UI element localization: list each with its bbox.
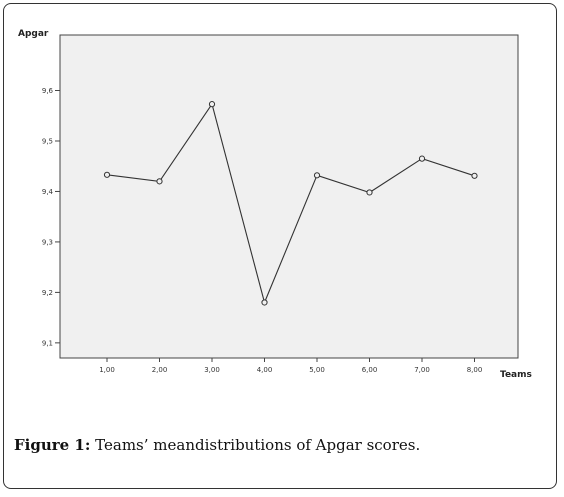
caption-text: Teams’ meandistributions of Apgar scores… (90, 436, 421, 454)
series-line (106, 102, 475, 305)
line-chart: 9,1 9,2 9,3 9,4 9,5 9,6 1,00 2,00 3,00 4,00 5,00 6… (18, 29, 532, 380)
x-tick-label: 1,00 (99, 366, 115, 374)
y-tick-label: 9,6 (42, 87, 54, 95)
y-tick-label: 9,4 (42, 188, 54, 196)
y-tick-label: 9,3 (42, 238, 53, 246)
figure-caption: Figure 1: Teams’ meandistributions of Ap… (14, 436, 420, 454)
x-tick-label: 6,00 (362, 366, 378, 374)
y-tick-label: 9,2 (42, 289, 53, 297)
x-tick-label: 8,00 (467, 366, 483, 374)
y-axis: 9,1 9,2 9,3 9,4 9,5 9,6 (42, 87, 60, 347)
data-point (103, 171, 111, 178)
x-axis-label: Teams (500, 370, 532, 380)
data-point (418, 155, 426, 162)
x-tick-label: 7,00 (414, 366, 430, 374)
caption-label: Figure 1: (14, 436, 91, 454)
data-point (471, 172, 478, 179)
y-tick-label: 9,1 (42, 339, 53, 347)
x-tick-label: 2,00 (152, 366, 168, 374)
plot-area (59, 34, 519, 359)
x-axis: 1,00 2,00 3,00 4,00 5,00 6,00 7,00 8,00 (99, 358, 482, 374)
data-point (313, 172, 321, 179)
data-point (261, 299, 268, 306)
y-axis-label: Apgar (18, 29, 49, 39)
data-point (156, 178, 163, 185)
y-tick-label: 9,5 (42, 137, 53, 145)
x-tick-label: 5,00 (309, 366, 325, 374)
x-tick-label: 3,00 (204, 366, 220, 374)
data-point (208, 101, 216, 108)
x-tick-label: 4,00 (257, 366, 273, 374)
data-points (103, 101, 478, 306)
data-point (366, 189, 373, 196)
